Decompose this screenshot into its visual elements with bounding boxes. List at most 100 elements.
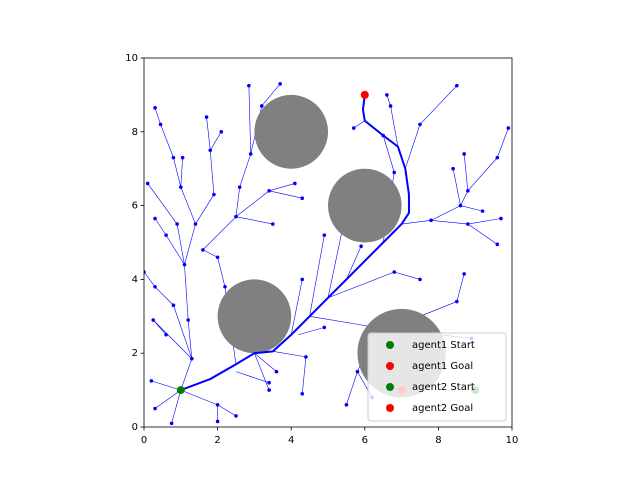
tree-edge <box>235 190 270 217</box>
tree-node <box>322 233 327 237</box>
tree-edge <box>382 135 395 173</box>
tree-edge <box>309 235 325 317</box>
path-line <box>180 94 410 392</box>
tree-edge <box>187 319 193 359</box>
tree-node <box>169 421 174 426</box>
x-tick-label: 8 <box>435 435 441 446</box>
tree-edge <box>209 150 215 195</box>
legend-box <box>367 332 507 422</box>
tree-node <box>144 270 146 274</box>
tree-edge <box>269 183 295 192</box>
tree-node <box>164 332 168 337</box>
tree-edge <box>452 168 461 206</box>
legend-label: agent1 Start <box>412 340 475 351</box>
tree-edge <box>235 187 240 217</box>
tree-edge <box>171 390 182 424</box>
tree-node <box>180 155 185 160</box>
y-tick-label: 10 <box>125 53 138 64</box>
tree-node <box>359 244 363 248</box>
tree-node <box>495 242 500 247</box>
tree-node <box>351 126 356 130</box>
tree-edge <box>206 117 211 151</box>
legend-marker <box>386 404 394 412</box>
y-tick-label: 6 <box>132 201 138 212</box>
tree-edge <box>401 220 432 225</box>
tree-edge <box>261 83 281 107</box>
tree-edge <box>467 218 502 225</box>
obstacle <box>217 279 292 354</box>
tree-node <box>153 406 157 411</box>
tree-edge <box>456 273 465 302</box>
y-tick-label: 8 <box>132 127 138 138</box>
tree-node <box>300 196 305 201</box>
legend: agent1 Start agent1 Goal agent2 Start agent… <box>367 332 507 422</box>
tree-node <box>322 325 327 330</box>
obstacle <box>328 168 402 243</box>
legend-marker <box>386 341 394 349</box>
tree-node <box>455 83 459 88</box>
tree-edge <box>151 380 181 391</box>
tree-node <box>234 414 238 418</box>
y-tick-label: 4 <box>132 274 138 285</box>
tree-node <box>462 152 466 156</box>
tree-node <box>278 82 282 86</box>
tree-edge <box>152 319 167 335</box>
tree-edge <box>248 85 252 154</box>
tree-edge <box>180 358 193 391</box>
tree-edge <box>353 120 365 129</box>
tree-edge <box>180 187 196 225</box>
tree-edge <box>467 157 498 192</box>
tree-node <box>300 391 305 396</box>
tree-node <box>499 216 503 221</box>
tree-node <box>219 130 224 134</box>
tree-node <box>300 277 305 282</box>
tree-node <box>385 93 389 97</box>
tree-node <box>145 181 150 186</box>
tree-edge <box>165 234 185 265</box>
x-tick-label: 2 <box>214 435 220 446</box>
tree-node <box>149 379 154 383</box>
tree-edge <box>460 205 483 212</box>
tree-edge <box>430 205 461 221</box>
tree-edge <box>209 131 222 151</box>
tree-edge <box>202 249 218 258</box>
tree-node <box>247 83 251 88</box>
tree-node <box>215 419 220 424</box>
legend-marker <box>386 362 394 370</box>
marker <box>176 386 185 395</box>
tree-node <box>293 181 297 186</box>
tree-edge <box>386 94 391 107</box>
tree-node <box>304 355 308 359</box>
x-tick-label: 4 <box>288 435 294 446</box>
y-tick-label: 2 <box>132 348 138 359</box>
tree-edge <box>327 227 344 298</box>
tree-node <box>153 106 157 110</box>
tree-edge <box>152 319 193 359</box>
tree-edge <box>184 223 196 265</box>
tree-edge <box>154 218 167 236</box>
axes-frame <box>143 57 513 428</box>
tree-edge <box>217 257 226 287</box>
marker <box>360 90 369 99</box>
tree-edge <box>496 128 509 158</box>
legend-label: agent2 Start <box>412 382 475 393</box>
tree-edge <box>235 216 273 225</box>
tree-node <box>267 388 271 392</box>
tree-edge <box>147 183 178 225</box>
tree-edge <box>346 246 362 280</box>
tree-node <box>204 115 209 119</box>
tree-node <box>462 272 466 276</box>
tree-node <box>506 126 511 130</box>
tree-edge <box>460 190 469 206</box>
tree-edge <box>309 316 376 328</box>
tree-edge <box>272 351 306 358</box>
tree-edge <box>290 279 303 335</box>
tree-edge <box>419 85 458 125</box>
tree-edge <box>144 271 156 287</box>
tree-node <box>274 369 279 374</box>
legend-label: agent2 Goal <box>412 403 473 414</box>
tree-node <box>480 209 485 213</box>
tree-edge <box>404 124 421 169</box>
y-tick-label: 0 <box>132 422 138 433</box>
